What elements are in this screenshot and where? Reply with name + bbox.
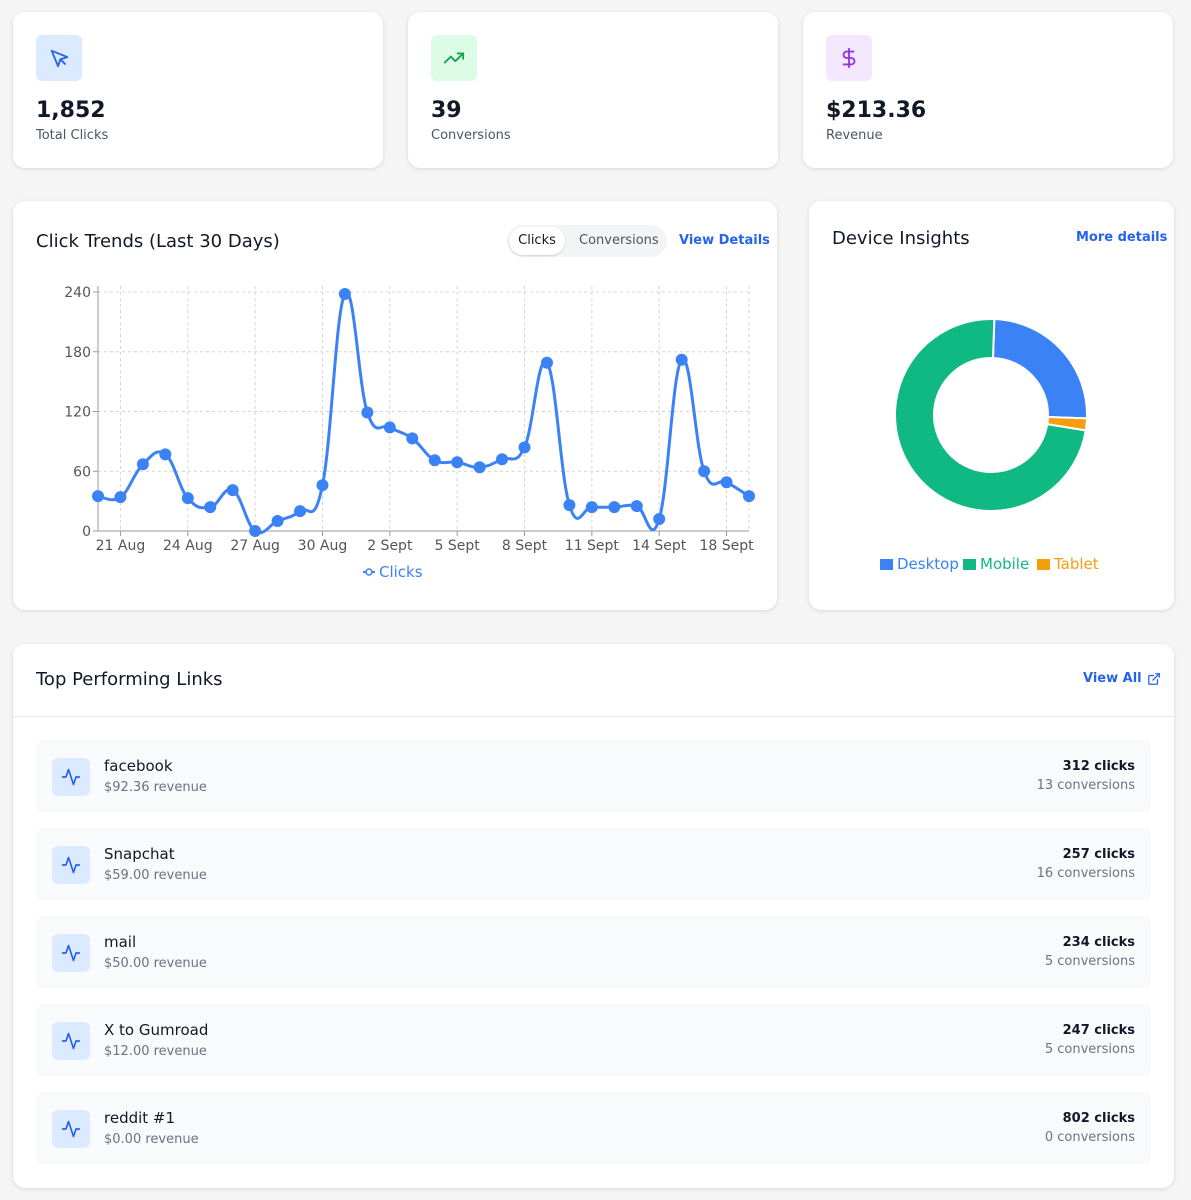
icon-glyph [842,47,856,69]
link-revenue: $92.36 revenue [104,780,207,795]
link-clicks: 312 clicks [1062,759,1135,774]
link-row[interactable]: Snapchat $59.00 revenue 257 clicks 16 conve… [36,828,1151,900]
icon-glyph [61,1032,81,1050]
stat-card: 39 Conversions [408,12,778,168]
divider [13,716,1174,717]
device-card: Device Insights More details [809,201,1174,610]
link-icon [52,1022,90,1060]
stat-label: Total Clicks [36,128,109,143]
trend-card: Click Trends (Last 30 Days) Clicks Conve… [13,201,777,610]
link-icon [52,934,90,972]
link-icon [52,1110,90,1148]
card-title: Top Performing Links [36,669,223,690]
link-name: Snapchat [104,845,175,863]
link-row[interactable]: X to Gumroad $12.00 revenue 247 clicks 5 co… [36,1004,1151,1076]
link-clicks: 247 clicks [1062,1023,1135,1038]
stat-icon [826,35,872,81]
link-conversions: 5 conversions [1044,1042,1135,1057]
link-revenue: $50.00 revenue [104,956,207,971]
card-title: Device Insights [832,228,970,249]
tab[interactable]: Conversions [579,233,659,248]
stat-value: 39 [431,98,462,123]
link-conversions: 13 conversions [1036,778,1135,793]
view-all-link[interactable]: View All [1083,671,1161,686]
icon-glyph [61,1120,81,1138]
link-clicks: 802 clicks [1062,1111,1135,1126]
link-icon [52,846,90,884]
card-title: Click Trends (Last 30 Days) [36,231,280,252]
external-icon [1147,672,1160,685]
view-all-text: View All [1083,671,1142,686]
link-name: facebook [104,757,173,775]
link-conversions: 16 conversions [1036,866,1135,881]
link-icon [52,758,90,796]
link-name: reddit #1 [104,1109,176,1127]
stat-value: 1,852 [36,98,106,123]
link-row[interactable]: reddit #1 $0.00 revenue 802 clicks 0 conver… [36,1092,1151,1164]
more-details-link[interactable]: More details [1076,230,1168,245]
icon-glyph [61,856,81,874]
link-conversions: 0 conversions [1044,1130,1135,1145]
icon-glyph [443,52,465,64]
links-card: Top Performing Links View All facebook $9… [13,644,1174,1188]
link-revenue: $59.00 revenue [104,868,207,883]
stat-card: $213.36 Revenue [803,12,1173,168]
link-name: X to Gumroad [104,1021,209,1039]
link-row[interactable]: facebook $92.36 revenue 312 clicks 13 conve… [36,740,1151,812]
link-revenue: $0.00 revenue [104,1132,199,1147]
link-conversions: 5 conversions [1044,954,1135,969]
icon-glyph [61,944,81,962]
stat-card: 1,852 Total Clicks [13,12,383,168]
link-name: mail [104,933,137,951]
icon-glyph [61,768,81,786]
stat-value: $213.36 [826,98,927,123]
link-row[interactable]: mail $50.00 revenue 234 clicks 5 conversion… [36,916,1151,988]
link-revenue: $12.00 revenue [104,1044,207,1059]
link-clicks: 234 clicks [1062,935,1135,950]
stat-label: Revenue [826,128,883,143]
tab-active[interactable]: Clicks [509,227,565,255]
view-details-link[interactable]: View Details [679,233,770,248]
link-clicks: 257 clicks [1062,847,1135,862]
tab-group: Clicks Conversions [507,225,667,257]
stat-icon [36,35,82,81]
icon-glyph [50,49,69,68]
stat-icon [431,35,477,81]
stat-label: Conversions [431,128,511,143]
